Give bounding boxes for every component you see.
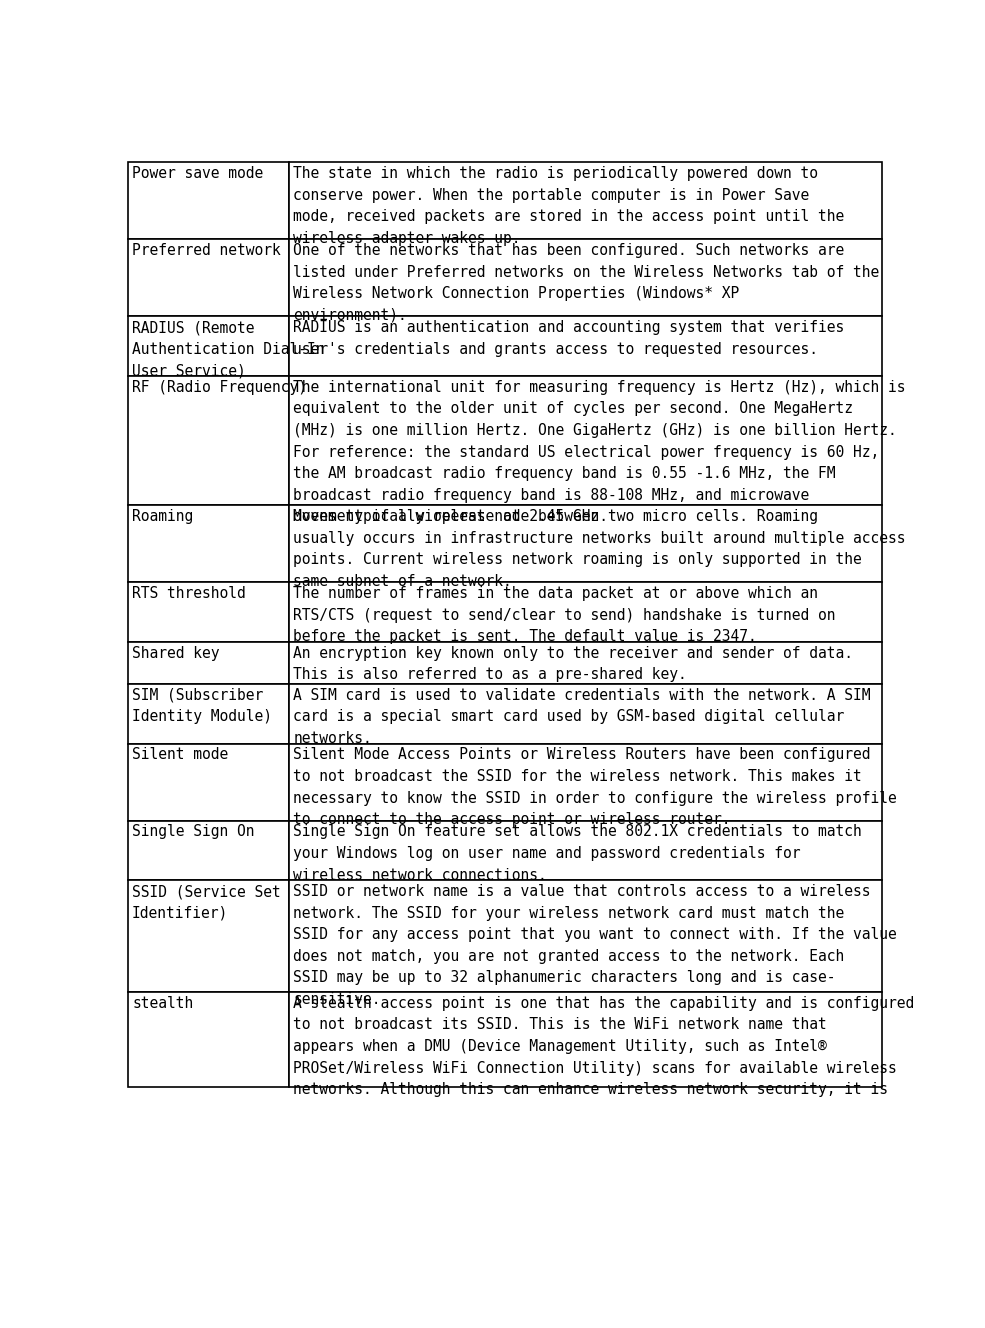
Text: Shared key: Shared key <box>132 645 220 660</box>
Text: RF (Radio Frequency): RF (Radio Frequency) <box>132 380 307 394</box>
Text: The international unit for measuring frequency is Hertz (Hz), which is
equivalen: The international unit for measuring fre… <box>294 380 906 525</box>
Bar <box>290 239 882 316</box>
Text: SSID (Service Set
Identifier): SSID (Service Set Identifier) <box>132 884 281 920</box>
Text: SIM (Subscriber
Identity Module): SIM (Subscriber Identity Module) <box>132 688 272 724</box>
Bar <box>128 316 290 376</box>
Text: Movement of a wireless node between two micro cells. Roaming
usually occurs in i: Movement of a wireless node between two … <box>294 509 906 588</box>
Text: Single Sign On: Single Sign On <box>132 825 254 839</box>
Bar <box>128 239 290 316</box>
Bar <box>290 316 882 376</box>
Bar <box>290 376 882 505</box>
Text: RTS threshold: RTS threshold <box>132 586 246 602</box>
Bar <box>128 684 290 744</box>
Bar <box>128 505 290 582</box>
Bar <box>128 821 290 880</box>
Bar <box>128 582 290 641</box>
Bar <box>290 641 882 684</box>
Text: Silent mode: Silent mode <box>132 748 229 762</box>
Text: Preferred network: Preferred network <box>132 243 281 258</box>
Bar <box>290 821 882 880</box>
Text: One of the networks that has been configured. Such networks are
listed under Pre: One of the networks that has been config… <box>294 243 880 323</box>
Bar <box>128 376 290 505</box>
Text: Single Sign On feature set allows the 802.1X credentials to match
your Windows l: Single Sign On feature set allows the 80… <box>294 825 862 883</box>
Bar <box>128 162 290 239</box>
Bar <box>128 744 290 821</box>
Text: RADIUS (Remote
Authentication Dial-In
User Service): RADIUS (Remote Authentication Dial-In Us… <box>132 320 324 378</box>
Bar <box>290 162 882 239</box>
Text: SSID or network name is a value that controls access to a wireless
network. The : SSID or network name is a value that con… <box>294 884 897 1007</box>
Text: A SIM card is used to validate credentials with the network. A SIM
card is a spe: A SIM card is used to validate credentia… <box>294 688 871 746</box>
Bar <box>128 641 290 684</box>
Bar <box>290 744 882 821</box>
Text: The number of frames in the data packet at or above which an
RTS/CTS (request to: The number of frames in the data packet … <box>294 586 836 644</box>
Bar <box>290 505 882 582</box>
Text: Silent Mode Access Points or Wireless Routers have been configured
to not broadc: Silent Mode Access Points or Wireless Ro… <box>294 748 897 827</box>
Text: An encryption key known only to the receiver and sender of data.
This is also re: An encryption key known only to the rece… <box>294 645 853 683</box>
Bar <box>128 880 290 992</box>
Bar <box>290 684 882 744</box>
Bar <box>290 992 882 1086</box>
Bar <box>290 880 882 992</box>
Text: Roaming: Roaming <box>132 509 193 525</box>
Text: Power save mode: Power save mode <box>132 166 263 181</box>
Text: stealth: stealth <box>132 996 193 1011</box>
Bar <box>128 992 290 1086</box>
Text: RADIUS is an authentication and accounting system that verifies
user's credentia: RADIUS is an authentication and accounti… <box>294 320 845 357</box>
Text: The state in which the radio is periodically powered down to
conserve power. Whe: The state in which the radio is periodic… <box>294 166 845 246</box>
Bar <box>290 582 882 641</box>
Text: A stealth access point is one that has the capability and is configured
to not b: A stealth access point is one that has t… <box>294 996 915 1097</box>
